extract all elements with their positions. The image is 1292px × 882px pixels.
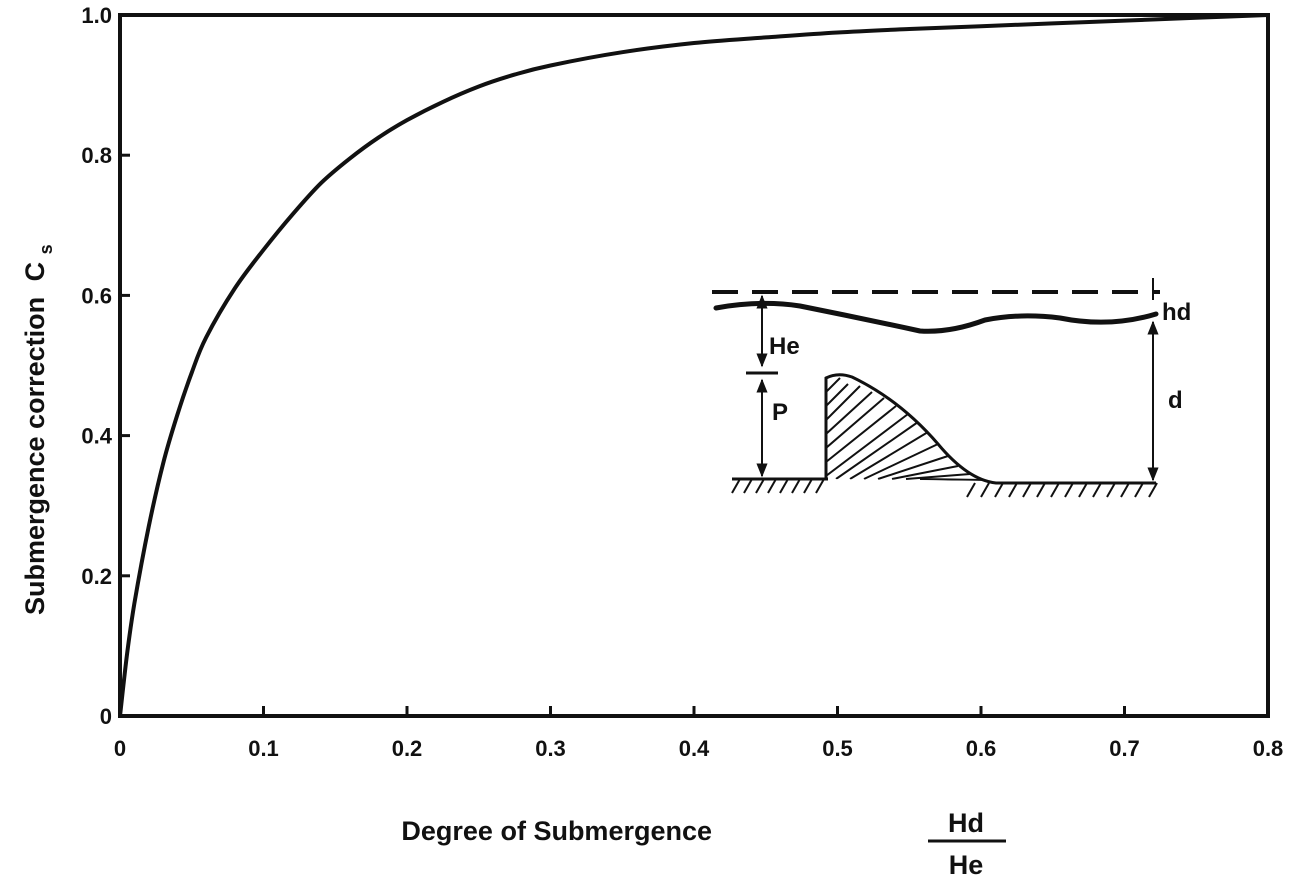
y-tick-label: 1.0 (81, 3, 112, 28)
x-tick-label: 0.8 (1253, 736, 1284, 761)
x-tick-label: 0.2 (392, 736, 423, 761)
x-axis: 0 0.1 0.2 0.3 0.4 0.5 0.6 0.7 0.8 (114, 706, 1283, 761)
x-tick-label: 0.7 (1109, 736, 1140, 761)
x-tick-label: 0.5 (822, 736, 853, 761)
weir-inset-diagram: He P hd d (712, 278, 1191, 498)
he-label: He (769, 333, 800, 360)
x-axis-fraction-denominator: He (949, 850, 984, 880)
y-tick-label: 0.6 (81, 283, 112, 308)
x-tick-label: 0.4 (679, 736, 710, 761)
water-surface (713, 300, 1159, 334)
x-tick-label: 0.1 (248, 736, 279, 761)
weir-body (824, 373, 1156, 485)
y-tick-label: 0.4 (81, 424, 112, 449)
y-tick-label: 0 (100, 704, 112, 729)
x-axis-title: Degree of Submergence (401, 816, 712, 846)
x-tick-label: 0 (114, 736, 126, 761)
y-axis: 0 0.2 0.4 0.6 0.8 1.0 (81, 3, 130, 729)
x-tick-label: 0.3 (535, 736, 566, 761)
plot-frame (118, 13, 1270, 718)
hd-label: hd (1162, 299, 1191, 326)
p-label: P (772, 399, 788, 426)
downstream-bed-hatching (966, 482, 1158, 498)
d-label: d (1168, 387, 1183, 414)
y-axis-title: Submergence correction C s (20, 244, 56, 615)
y-tick-label: 0.8 (81, 143, 112, 168)
x-axis-fraction-numerator: Hd (948, 808, 984, 838)
submergence-curve (118, 13, 1270, 718)
weir-hatching (826, 377, 985, 481)
x-tick-label: 0.6 (966, 736, 997, 761)
y-tick-label: 0.2 (81, 564, 112, 589)
upstream-bed-hatching (731, 478, 825, 494)
